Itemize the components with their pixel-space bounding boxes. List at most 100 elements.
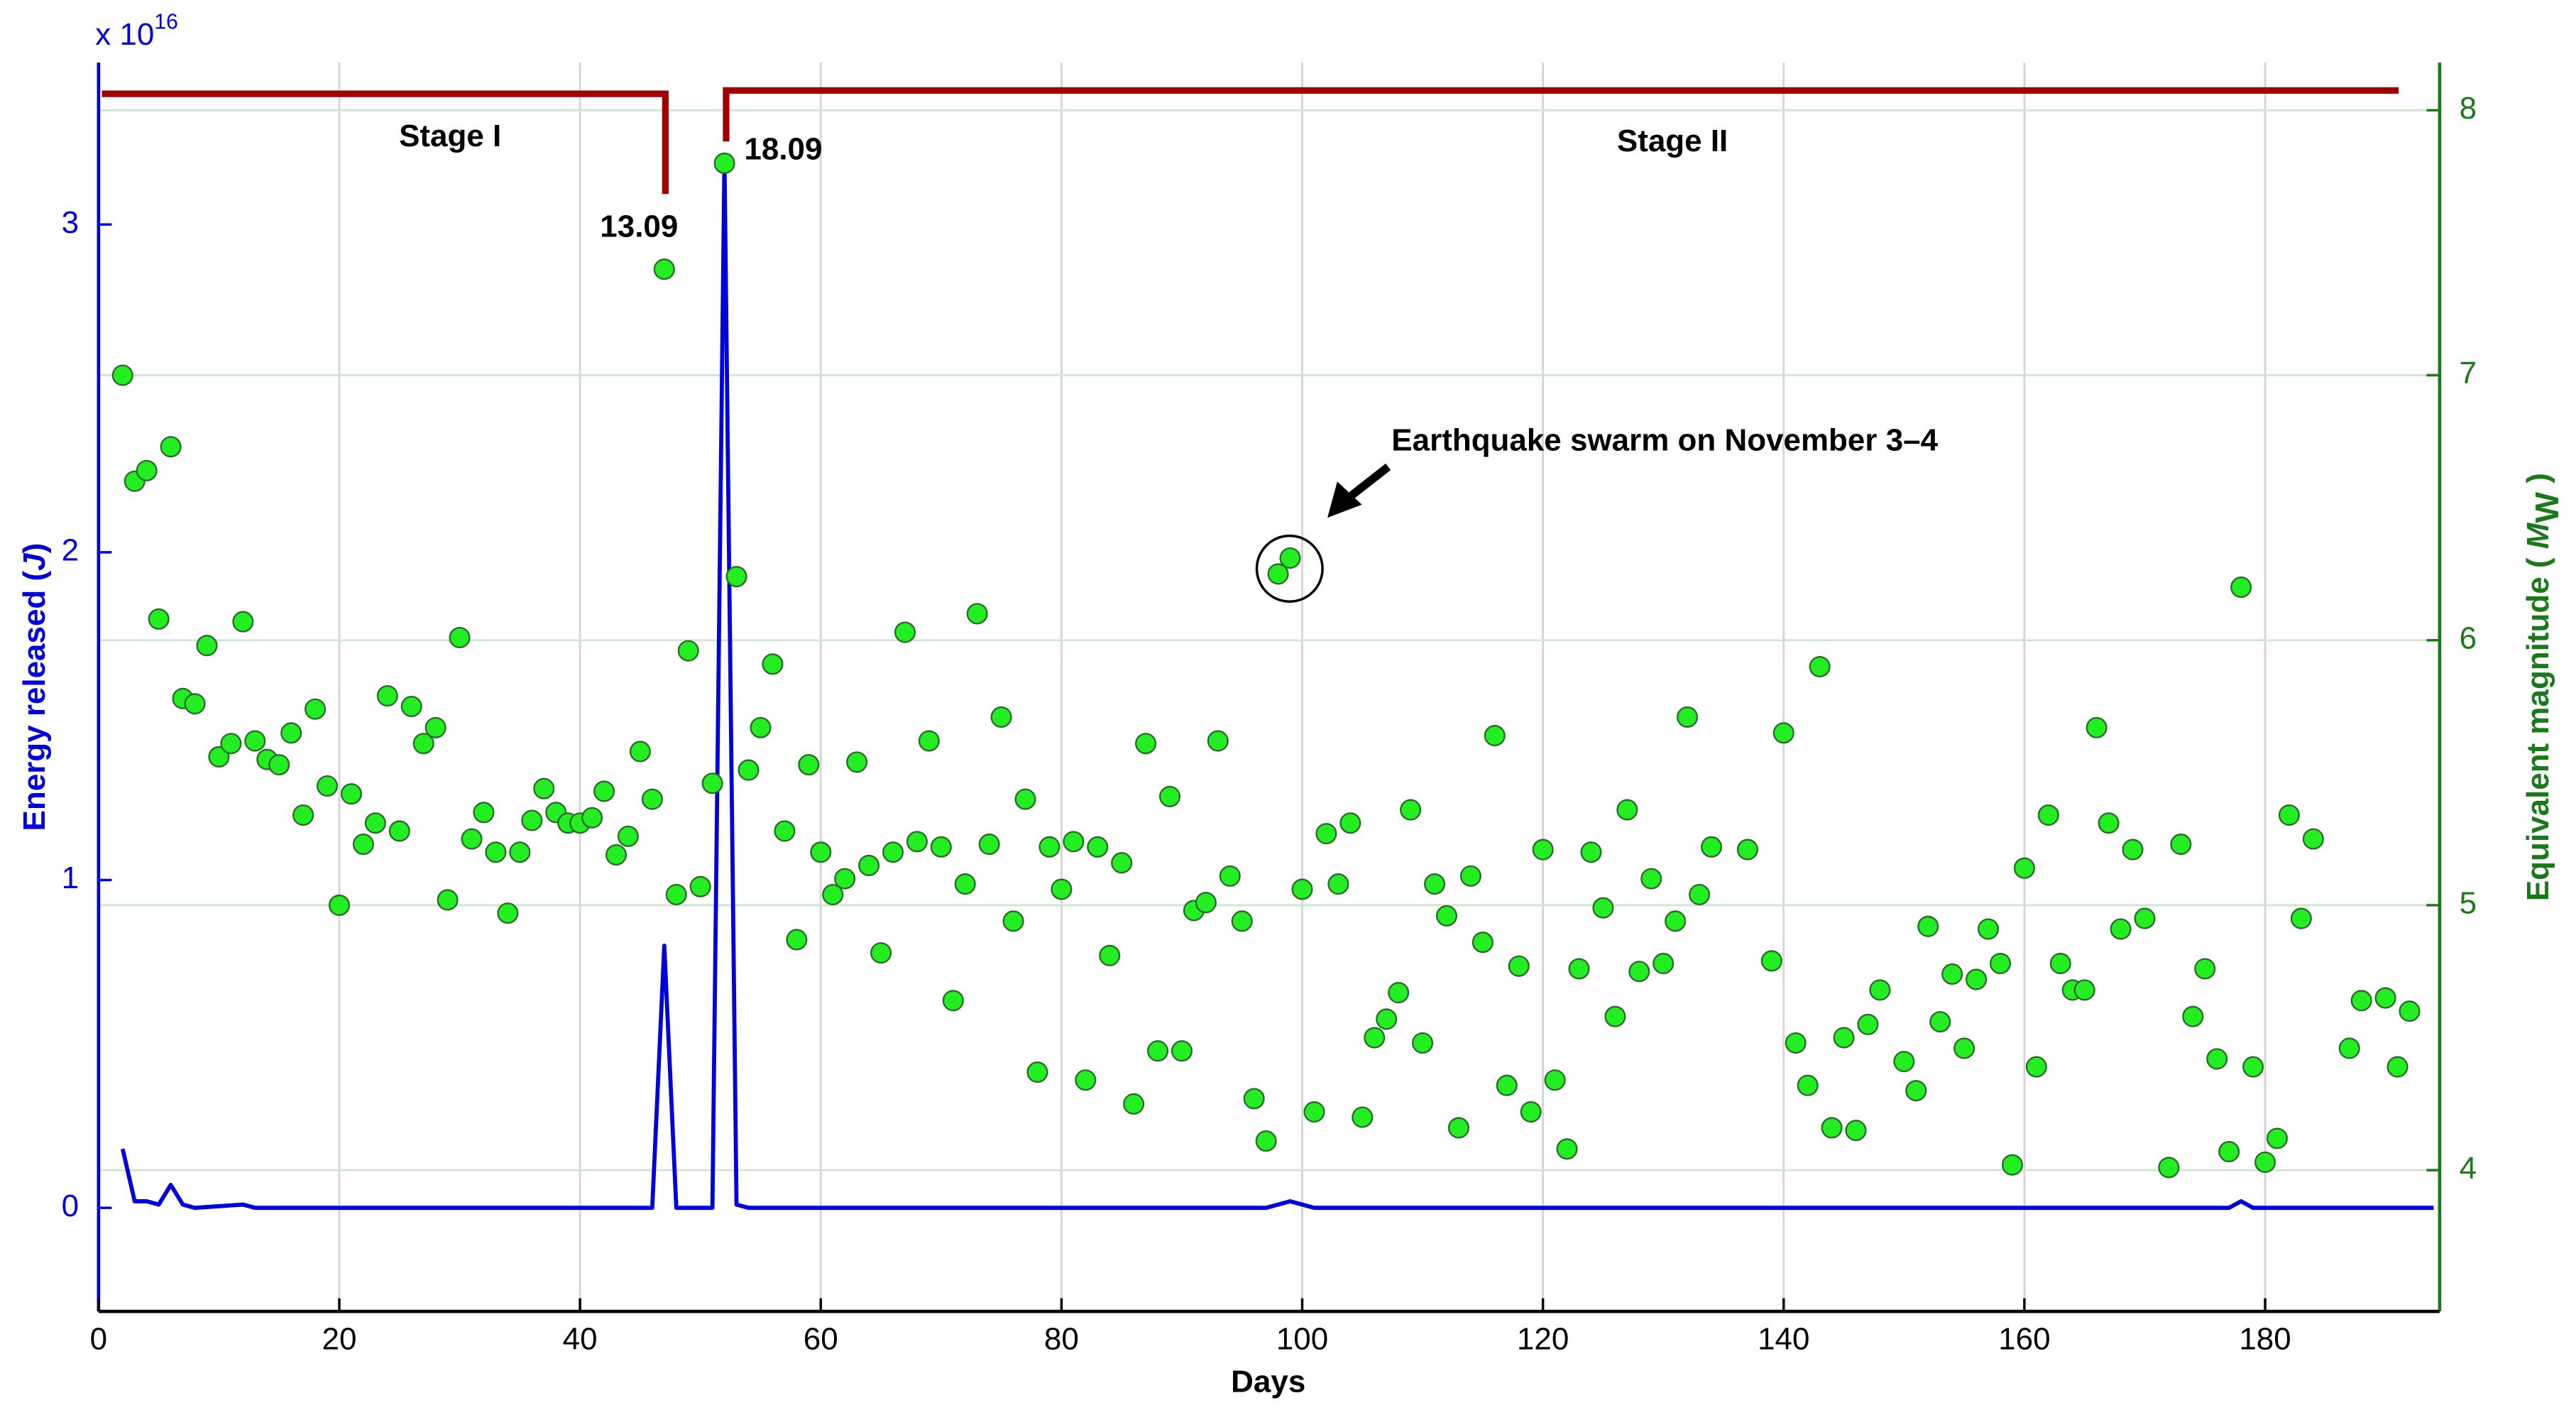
magnitude-point <box>2182 1005 2204 1027</box>
magnitude-point <box>1364 1027 1386 1049</box>
magnitude-point <box>1736 839 1758 861</box>
date2-label: 18.09 <box>744 132 822 167</box>
magnitude-point <box>1484 725 1506 747</box>
magnitude-point <box>2374 987 2396 1009</box>
magnitude-point <box>689 875 711 897</box>
magnitude-point <box>1447 1117 1469 1139</box>
magnitude-point <box>2206 1048 2228 1070</box>
energy-line <box>120 156 2434 1211</box>
magnitude-point <box>1905 1080 1927 1102</box>
magnitude-point <box>1075 1069 1097 1091</box>
magnitude-point <box>605 843 627 866</box>
magnitude-point <box>1640 868 1662 890</box>
magnitude-point <box>1315 823 1337 845</box>
magnitude-point <box>882 841 904 863</box>
y2-tick-label: 5 <box>2460 886 2477 921</box>
magnitude-point <box>1014 788 1036 810</box>
magnitude-point <box>701 772 723 794</box>
magnitude-point <box>1568 958 1590 980</box>
magnitude-point <box>1087 836 1109 858</box>
x-tick-label: 0 <box>90 1321 107 1356</box>
magnitude-point <box>750 716 772 738</box>
magnitude-point <box>497 902 519 924</box>
y-axis-label: Energy released (J) <box>17 543 52 831</box>
y2-label-sub: W <box>2528 492 2565 523</box>
stage2-label: Stage II <box>1617 124 1728 158</box>
magnitude-point <box>894 621 916 643</box>
magnitude-point <box>196 635 218 657</box>
magnitude-point <box>1002 910 1024 932</box>
magnitude-point <box>858 854 880 877</box>
magnitude-point <box>1785 1032 1807 1054</box>
magnitude-point <box>280 722 302 744</box>
x-tick-label: 160 <box>1998 1321 2050 1356</box>
magnitude-point <box>2170 834 2192 856</box>
magnitude-point <box>954 873 976 895</box>
magnitude-point <box>1026 1061 1048 1083</box>
magnitude-point <box>1496 1074 1518 1096</box>
magnitude-point <box>1821 1117 1843 1139</box>
magnitude-point <box>1760 950 1782 972</box>
y-multiplier: x 1016 <box>95 11 178 52</box>
magnitude-point <box>2194 958 2216 980</box>
magnitude-point <box>1099 944 1121 966</box>
y-tick-label: 0 <box>62 1189 79 1223</box>
magnitude-point <box>473 802 495 824</box>
magnitude-point <box>1267 563 1289 585</box>
magnitude-point <box>160 436 182 458</box>
magnitude-point <box>328 894 351 916</box>
magnitude-point <box>1869 979 1891 1001</box>
magnitude-point <box>111 364 133 386</box>
magnitude-point <box>1219 865 1241 887</box>
magnitude-point <box>364 812 386 834</box>
magnitude-point <box>1158 785 1181 807</box>
magnitude-point <box>918 730 940 752</box>
magnitude-point <box>1580 841 1602 863</box>
plot <box>111 152 2434 1211</box>
magnitude-point <box>1616 799 1638 821</box>
magnitude-point <box>798 754 820 776</box>
magnitude-point <box>2001 1154 2023 1176</box>
magnitude-point <box>846 751 868 773</box>
y-tick-label: 2 <box>62 532 79 567</box>
magnitude-point <box>677 640 699 662</box>
magnitude-point <box>1989 953 2012 975</box>
y2-tick-label: 4 <box>2460 1151 2477 1186</box>
magnitude-point <box>1966 968 1988 990</box>
magnitude-point <box>762 653 784 675</box>
magnitude-point <box>1146 1040 1169 1062</box>
magnitude-point <box>1653 953 1675 975</box>
magnitude-point <box>1435 905 1458 927</box>
magnitude-point <box>810 841 832 863</box>
x-tick-label: 60 <box>804 1321 838 1356</box>
magnitude-point <box>1063 831 1085 853</box>
swarm-label: Earthquake swarm on November 3–4 <box>1391 422 1938 457</box>
magnitude-point <box>533 777 555 799</box>
y-tick-label: 1 <box>62 861 79 895</box>
magnitude-point <box>305 698 327 720</box>
x-tick-label: 180 <box>2239 1321 2291 1356</box>
magnitude-point <box>1977 918 2000 940</box>
magnitude-point <box>653 258 675 280</box>
magnitude-point <box>461 828 483 850</box>
magnitude-point <box>412 733 434 755</box>
magnitude-point <box>1544 1069 1566 1091</box>
magnitude-point <box>352 834 374 856</box>
magnitude-point <box>1207 730 1229 752</box>
magnitude-point <box>1809 656 1831 678</box>
magnitude-point <box>1857 1013 1879 1035</box>
magnitude-point <box>1459 865 1481 887</box>
magnitude-point <box>1700 836 1723 858</box>
y-label-text: Energy released ( <box>17 571 52 831</box>
y-multiplier-base: x 10 <box>95 17 154 52</box>
y-tick-label: 3 <box>62 205 79 240</box>
magnitude-point <box>978 834 1000 856</box>
y2-tick-label: 6 <box>2460 621 2477 655</box>
magnitude-point <box>2110 918 2132 940</box>
magnitude-point <box>2230 577 2252 599</box>
grid <box>97 62 2440 1312</box>
magnitude-point <box>2338 1037 2360 1059</box>
magnitude-point <box>1123 1093 1145 1115</box>
